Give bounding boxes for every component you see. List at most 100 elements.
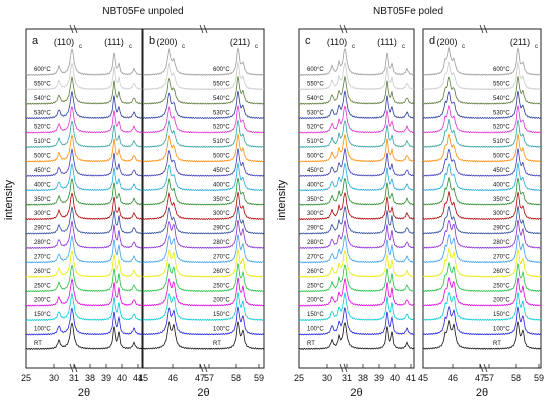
spectrum-line [298,291,415,322]
peak-subscript: c [79,44,82,50]
x-tick-label: 46 [448,373,458,383]
spectrum-line [422,118,542,148]
temperature-label: 540°C [307,96,324,102]
temperature-label: 350°C [307,197,324,203]
spectrum-line [298,264,415,293]
temperature-label: 100°C [213,327,230,333]
temperature-label: 550°C [493,81,510,87]
temperature-label: 280°C [307,240,324,246]
spectrum-line [142,76,265,105]
temperature-label: 550°C [213,81,230,87]
spectrum-line [298,192,415,221]
spectrum-line [422,190,542,221]
temperature-label: 500°C [493,154,510,160]
temperature-label: 150°C [493,312,510,318]
spectrum-line [422,305,542,336]
x-axis-label: 2θ [350,387,362,399]
panel-frame [25,28,143,369]
spectrum-line [142,47,265,76]
peak-subscript: c [535,44,538,50]
spectrum-line [142,191,265,221]
spectrum-line [142,132,265,163]
peak-label: (211) [510,37,530,47]
temperature-label: 100°C [34,327,51,333]
spectrum-line [142,292,265,321]
panel-frame [142,28,265,369]
x-tick-label: 39 [374,373,384,383]
temperature-label: 350°C [493,197,510,203]
axis-break-top [199,24,208,34]
axis-break-bottom [69,363,78,373]
temperature-label: 600°C [493,67,510,73]
spectrum-line [298,105,415,134]
temperature-label: 520°C [34,125,51,131]
spectrum-line [422,148,542,177]
temperature-label: 250°C [34,283,51,289]
spectrum-line [25,206,143,235]
spectrum-line [142,248,265,278]
temperature-label: 290°C [34,226,51,232]
spectrum-line [142,161,265,192]
temperature-label: 600°C [34,67,51,73]
temperature-label: 270°C [34,254,51,260]
temperature-label: 290°C [493,226,510,232]
temperature-label: 290°C [307,226,324,232]
temperature-label: 540°C [34,96,51,102]
temperature-label: 280°C [493,240,510,246]
temperature-label: 510°C [34,139,51,145]
spectrum-line [25,120,143,149]
axis-break-top [339,24,348,34]
temperature-label: 520°C [307,125,324,131]
temperature-label: 200°C [213,298,230,304]
x-tick-label: 40 [117,373,127,383]
temperature-label: 300°C [34,211,51,217]
x-tick-label: 31 [342,373,352,383]
spectrum-line [422,104,542,134]
spectrum-line [25,62,143,91]
temperature-label: 510°C [493,139,510,145]
temperature-label: 520°C [213,125,230,131]
axis-break-top [479,24,488,34]
temperature-label: 400°C [213,182,230,188]
panel-letter: b [149,35,155,47]
spectrum-line [298,177,415,206]
panel-c [298,24,415,373]
peak-subscript: c [352,44,355,50]
group-title-poled: NBT05Fe poled [373,6,443,17]
peak-subscript: c [182,44,185,50]
peak-label: (211) [230,37,250,47]
spectrum-line [422,319,542,350]
peak-label: (110) [54,37,74,47]
x-tick-label: 31 [69,373,79,383]
temperature-label: 510°C [213,139,230,145]
temperature-label: 450°C [213,168,230,174]
temperature-label: 530°C [34,110,51,116]
temperature-label: 260°C [493,269,510,275]
temperature-label: 550°C [34,81,51,87]
temperature-label: 300°C [307,211,324,217]
temperature-label: 260°C [307,269,324,275]
x-tick-label: 39 [101,373,111,383]
spectrum-line [298,205,415,235]
spectrum-line [422,219,542,249]
temperature-label: 250°C [307,283,324,289]
temperature-label: 510°C [307,139,324,145]
spectrum-line [422,76,542,105]
x-tick-label: 38 [358,373,368,383]
temperature-label: 150°C [213,312,230,318]
peak-label: (111) [104,37,124,47]
panel-frame [298,28,415,369]
temperature-label: RT [493,341,501,347]
spectrum-line [142,148,265,177]
temperature-label: 200°C [493,298,510,304]
x-tick-label: 47 [195,373,205,383]
spectrum-line [298,277,415,307]
spectrum-line [25,292,143,322]
x-tick-label: 57 [204,373,214,383]
spectrum-line [422,291,542,321]
panel-frame [422,28,542,369]
temperature-label: 270°C [307,254,324,260]
peak-subscript: c [402,44,405,50]
x-tick-label: 25 [21,373,31,383]
